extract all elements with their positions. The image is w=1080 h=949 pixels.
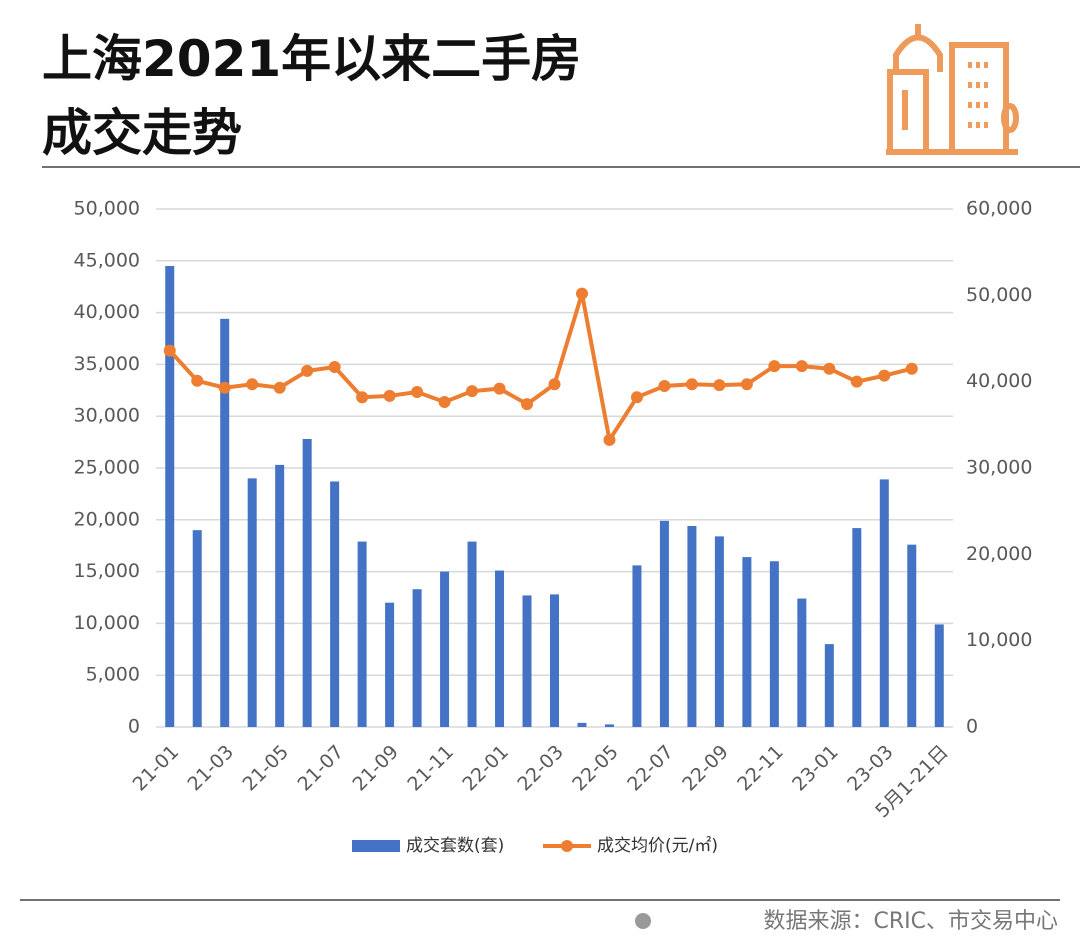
legend-swatch [561, 840, 573, 852]
line-marker [466, 385, 479, 398]
line-marker [273, 381, 286, 394]
x-tick-label: 21-11 [403, 741, 458, 796]
line-marker [328, 360, 341, 373]
bar [577, 722, 587, 727]
x-tick-label: 22-05 [568, 741, 623, 796]
bar [275, 464, 285, 727]
line-marker [191, 374, 204, 387]
line-marker [383, 389, 396, 402]
bar [687, 526, 697, 727]
x-tick-label: 21-01 [129, 741, 184, 796]
bar [192, 530, 202, 727]
bar [495, 570, 505, 727]
y-tick-label: 45,000 [74, 249, 140, 271]
bar [467, 541, 477, 727]
x-tick-label: 21-05 [238, 741, 293, 796]
building-icon [886, 24, 1019, 155]
source-dot [635, 913, 651, 929]
bar [165, 265, 175, 727]
bar [879, 479, 889, 727]
bar [742, 557, 752, 727]
chart-title: 成交走势 [42, 104, 242, 162]
line-marker [548, 378, 561, 391]
line-marker [878, 369, 891, 382]
y-tick-label: 30,000 [74, 405, 140, 427]
line-marker [575, 287, 588, 300]
y2-tick-label: 20,000 [966, 543, 1032, 565]
bar [330, 481, 340, 727]
line-marker [905, 362, 918, 375]
y-tick-label: 0 [128, 716, 140, 738]
line-marker [301, 364, 314, 377]
bar [440, 571, 450, 727]
bar [632, 565, 642, 727]
bar [714, 536, 724, 727]
x-tick-label: 22-09 [678, 741, 733, 796]
bar [907, 544, 917, 727]
x-tick-label: 22-03 [513, 741, 568, 796]
line-marker [795, 360, 808, 373]
line-marker [218, 381, 231, 394]
line-marker [356, 391, 369, 404]
bar [522, 595, 532, 727]
line [168, 293, 913, 446]
bar [357, 541, 367, 727]
x-tick-label: 23-01 [788, 741, 843, 796]
line-marker [603, 433, 616, 446]
y-tick-label: 15,000 [74, 560, 140, 582]
y2-tick-label: 40,000 [966, 370, 1032, 392]
bar [604, 724, 614, 727]
legend-label: 成交均价(元/㎡) [597, 836, 718, 856]
bar [412, 589, 422, 727]
x-tick-label: 22-07 [623, 741, 678, 796]
line-marker [411, 386, 424, 399]
y-tick-label: 20,000 [74, 508, 140, 530]
line-marker [740, 378, 753, 391]
y2-tick-label: 50,000 [966, 284, 1032, 306]
y-tick-label: 40,000 [74, 301, 140, 323]
line-marker [850, 375, 863, 388]
y-tick-label: 35,000 [74, 353, 140, 375]
bar [385, 602, 395, 727]
bar [824, 644, 834, 727]
line-marker [658, 379, 671, 392]
line-marker [521, 398, 534, 411]
line-marker [438, 395, 451, 408]
line-marker [768, 360, 781, 373]
bar [659, 520, 669, 727]
y2-tick-label: 30,000 [966, 457, 1032, 479]
x-tick-label: 21-07 [293, 741, 348, 796]
x-tick-label: 22-01 [458, 741, 513, 796]
legend-swatch [352, 840, 400, 852]
chart-title: 上海2021年以来二手房 [42, 30, 581, 88]
bar [220, 318, 230, 727]
source: 数据来源：CRIC、市交易中心 [764, 909, 1059, 934]
line-marker [246, 378, 259, 391]
bar [247, 478, 257, 727]
bar [797, 598, 807, 727]
y2-tick-label: 60,000 [966, 198, 1032, 220]
bar [550, 594, 559, 727]
bar [302, 438, 312, 727]
x-tick-label: 22-11 [733, 741, 788, 796]
y-tick-label: 25,000 [74, 457, 140, 479]
y-tick-label: 10,000 [74, 612, 140, 634]
y-tick-label: 5,000 [86, 664, 140, 686]
x-tick-label: 21-03 [184, 741, 239, 796]
bar [769, 561, 779, 727]
line-marker [493, 382, 506, 395]
bar [934, 624, 944, 727]
x-tick-label: 21-09 [348, 741, 403, 796]
y2-tick-label: 10,000 [966, 629, 1032, 651]
bar [852, 528, 862, 727]
line-marker [713, 379, 726, 392]
line-marker [163, 344, 176, 357]
line-marker [685, 378, 698, 391]
y-tick-label: 50,000 [74, 198, 140, 220]
line-marker [823, 362, 836, 375]
y2-tick-label: 0 [966, 716, 978, 738]
legend-label: 成交套数(套) [406, 836, 504, 856]
line-marker [630, 391, 643, 404]
